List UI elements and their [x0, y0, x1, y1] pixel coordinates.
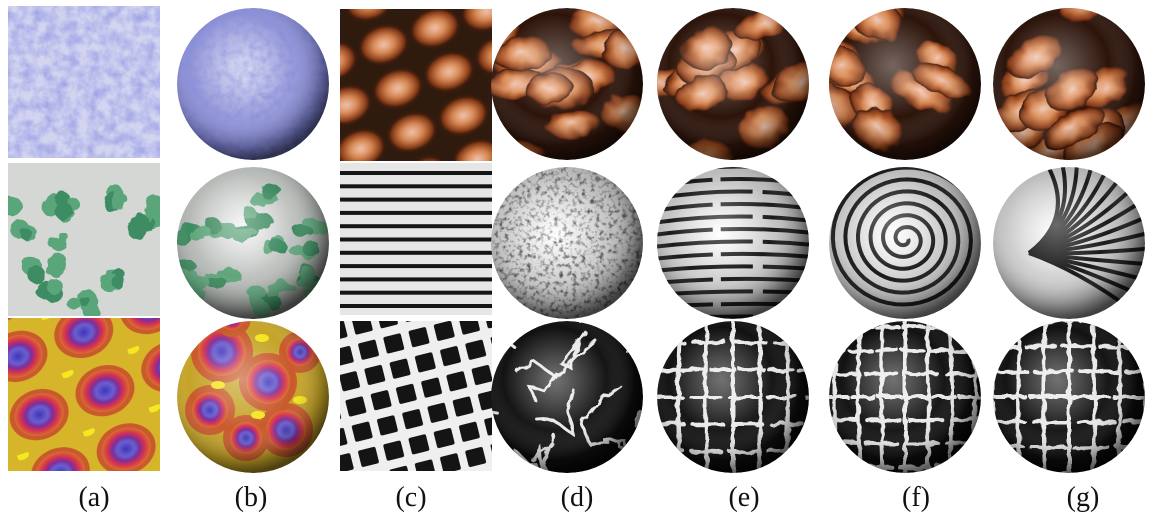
row-2-sphere-e: [657, 167, 809, 319]
caption-b: (b): [234, 482, 268, 513]
row-2-sphere-d: [491, 167, 643, 319]
row-2-sphere-g: [993, 167, 1145, 319]
row-2-sphere-f: [829, 167, 981, 319]
row-3-sphere-g: [993, 321, 1145, 473]
row-3-sphere-b: [177, 321, 329, 473]
row-2-input-texture: [8, 163, 160, 316]
row-1-sphere-g: [993, 8, 1145, 160]
row-1-sphere-d: [491, 8, 643, 160]
caption-f: (f): [902, 482, 930, 513]
caption-e: (e): [728, 482, 760, 513]
caption-d: (d): [560, 482, 594, 513]
row-3-sphere-f: [829, 321, 981, 473]
row-1-sphere-e: [657, 8, 809, 160]
row-1-sphere-f: [829, 8, 981, 160]
row-2-sphere-b: [177, 167, 329, 319]
caption-g: (g): [1066, 482, 1100, 513]
row-3-tile-c: [340, 321, 492, 471]
row-3-input-texture: [8, 318, 160, 471]
row-2-tile-c: [340, 163, 492, 315]
row-3-sphere-e: [657, 321, 809, 473]
caption-a: (a): [78, 482, 110, 513]
row-1-input-texture: [8, 6, 160, 158]
row-1-sphere-b: [177, 8, 329, 160]
caption-c: (c): [395, 482, 427, 513]
row-1-tile-c: [340, 9, 492, 161]
row-3-sphere-d: [491, 321, 643, 473]
